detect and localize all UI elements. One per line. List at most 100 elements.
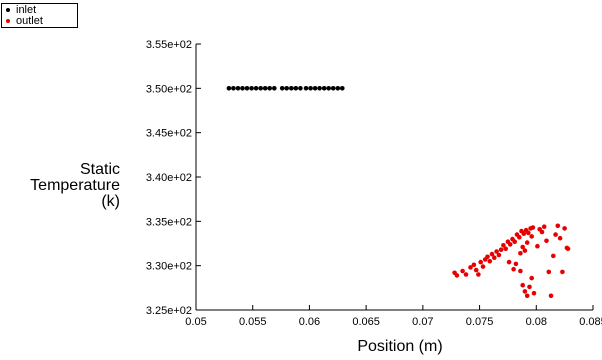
data-point-outlet [454,273,460,278]
data-point-outlet [522,248,528,253]
data-point-outlet [476,272,481,277]
x-tick-label: 0.075 [466,316,494,328]
x-tick-label: 0.06 [299,316,320,328]
legend-item-inlet: inlet [2,4,77,16]
data-point-outlet [562,226,567,231]
data-point-inlet [267,86,273,91]
data-point-inlet [240,86,245,91]
data-point-outlet [527,284,532,290]
data-point-outlet [526,230,531,236]
data-point-outlet [524,240,530,245]
data-point-outlet [524,293,530,299]
data-point-outlet [520,282,525,288]
data-point-outlet [478,259,484,265]
data-point-outlet [503,246,509,252]
data-point-outlet [511,266,516,272]
y-axis-label-line: Temperature [30,177,120,194]
data-point-outlet [489,251,495,257]
data-point-outlet [530,225,536,230]
data-point-outlet [557,235,563,241]
data-point-inlet [272,86,277,91]
data-point-inlet [330,86,336,91]
data-point-inlet [258,86,264,91]
legend-item-outlet: outlet [2,15,77,27]
y-axis-ticks: 3.25e+02 3.30e+02 3.35e+02 3.40e+02 3.45e+02… [146,39,201,317]
data-point-outlet [565,246,571,252]
data-point-outlet [541,224,547,229]
data-point-outlet [546,269,552,275]
y-axis-label-line: (k) [101,193,120,210]
data-point-outlet [507,242,513,247]
data-point-outlet [494,249,499,254]
data-point-inlet [262,86,268,91]
data-point-inlet [235,86,241,91]
data-point-outlet [513,261,519,267]
data-point-inlet [312,86,318,91]
data-point-outlet [522,289,528,294]
x-axis-ticks: 0.05 0.055 0.06 0.065 0.07 0.075 0.08 0.085 [185,305,602,328]
data-point-outlet [460,268,465,274]
data-point-outlet [518,251,523,256]
y-tick-label: 3.35e+02 [146,216,192,228]
data-point-inlet [303,86,309,91]
legend-marker-outlet [6,19,10,23]
data-point-outlet [551,253,556,259]
data-point-inlet [321,86,327,91]
x-tick-label: 0.055 [239,316,267,328]
data-point-inlet [231,86,236,91]
data-point-outlet [492,255,497,260]
data-point-inlet [326,86,332,91]
y-tick-label: 3.25e+02 [146,305,192,317]
data-point-outlet [548,293,554,299]
data-point-inlet [244,86,250,91]
data-point-outlet [485,254,490,260]
data-point-outlet [529,275,534,281]
legend: inlet outlet [1,3,78,28]
data-point-outlet [517,235,522,240]
y-tick-label: 3.55e+02 [146,39,192,51]
data-point-outlet [553,232,558,237]
data-point-outlet [521,231,527,236]
data-point-inlet [284,86,290,91]
data-point-inlet [226,86,232,91]
data-point-inlet [340,86,345,91]
data-point-outlet [496,252,502,258]
legend-label-inlet: inlet [16,4,37,16]
data-point-outlet [506,259,512,265]
data-point-outlet [471,262,477,268]
data-point-inlet [317,86,322,91]
data-point-outlet [535,243,540,249]
y-tick-label: 3.40e+02 [146,172,192,184]
data-point-outlet [473,267,479,273]
data-point-inlet [289,86,294,91]
legend-label-outlet: outlet [16,15,43,27]
data-point-outlet [539,229,545,235]
y-axis-label-line: Static [79,161,120,178]
data-point-outlet [463,272,469,277]
x-tick-label: 0.08 [526,316,547,328]
data-point-outlet [498,247,504,252]
data-point-outlet [555,223,561,229]
data-point-outlet [501,243,506,248]
data-point-inlet [308,86,313,91]
data-point-outlet [512,239,517,244]
legend-marker-inlet [6,8,10,12]
plot-axes [195,44,593,311]
data-points [226,86,571,299]
data-point-outlet [468,265,473,270]
data-point-outlet [544,238,549,244]
y-axis-label: Static Temperature (k) [2,162,120,210]
data-point-inlet [253,86,259,91]
x-tick-label: 0.065 [352,316,380,328]
data-point-outlet [560,269,565,275]
data-point-outlet [487,258,493,264]
y-tick-label: 3.30e+02 [146,261,192,273]
data-point-outlet [518,268,523,274]
data-point-inlet [279,86,285,91]
data-point-outlet [529,234,534,239]
data-point-inlet [293,86,299,91]
data-point-inlet [335,86,341,91]
data-point-outlet [531,290,537,296]
y-tick-label: 3.45e+02 [146,128,192,140]
